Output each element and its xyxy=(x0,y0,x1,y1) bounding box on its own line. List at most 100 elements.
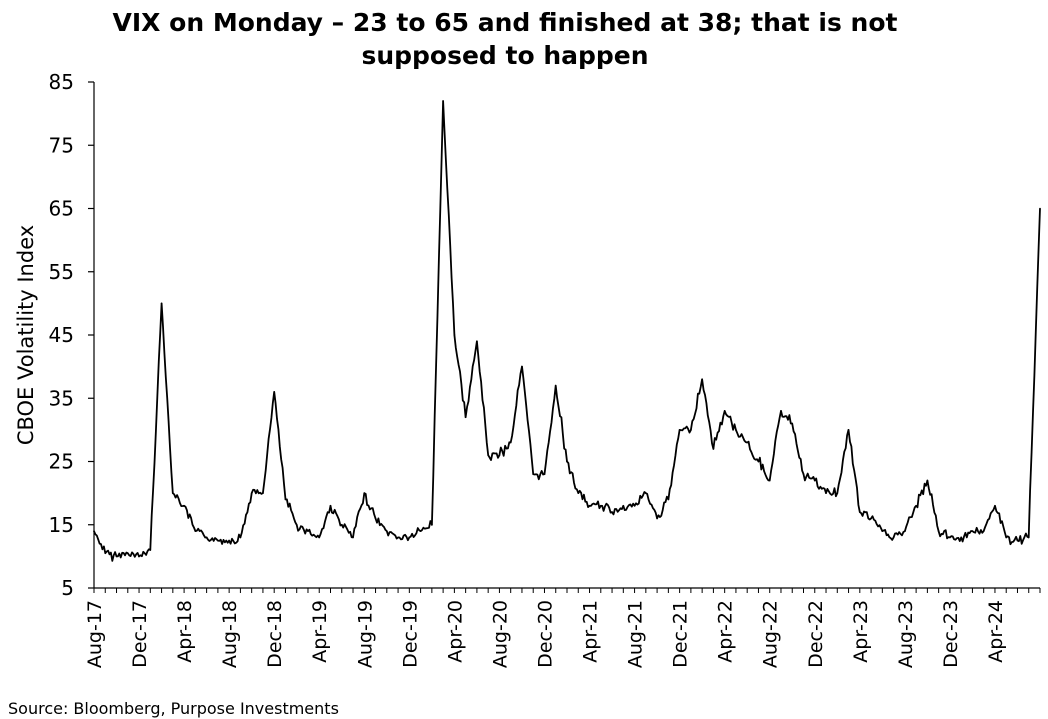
x-tick-label: Dec-23 xyxy=(940,600,962,668)
x-tick-label: Dec-17 xyxy=(129,600,151,668)
data-point xyxy=(284,498,287,501)
data-point xyxy=(667,498,670,501)
y-tick-label: 45 xyxy=(49,323,74,347)
x-tick-label: Aug-18 xyxy=(219,600,241,668)
data-point xyxy=(138,555,140,558)
data-point xyxy=(431,524,433,526)
data-point xyxy=(160,302,163,305)
y-axis-label: CBOE Volatility Index xyxy=(14,225,38,445)
data-point xyxy=(408,536,411,539)
data-point xyxy=(960,536,962,539)
x-tick-label: Dec-22 xyxy=(805,600,827,668)
x-tick-label: Apr-20 xyxy=(444,600,466,663)
source-note: Source: Bloomberg, Purpose Investments xyxy=(8,699,339,718)
data-point xyxy=(217,539,219,542)
x-axis: Aug-17 Dec-17 Apr-18 Aug-18 Dec-18 Apr-19 Aug-… xyxy=(84,587,1041,668)
data-point xyxy=(273,391,276,393)
data-point xyxy=(250,492,253,494)
data-point xyxy=(678,429,681,431)
data-point xyxy=(611,511,613,513)
data-point xyxy=(262,492,264,494)
data-point xyxy=(487,454,490,457)
data-point xyxy=(937,530,940,532)
y-tick-label: 25 xyxy=(49,450,74,474)
data-point xyxy=(386,530,388,532)
data-point xyxy=(712,448,715,450)
x-tick-label: Dec-19 xyxy=(399,600,421,668)
data-point xyxy=(656,517,658,520)
data-point xyxy=(847,429,850,431)
x-tick-label: Apr-19 xyxy=(309,600,331,663)
data-point xyxy=(949,536,951,539)
data-point xyxy=(690,429,692,431)
data-point xyxy=(735,429,737,431)
data-point xyxy=(566,460,568,463)
data-point xyxy=(239,536,242,539)
data-point xyxy=(633,505,636,507)
x-tick-label: Aug-19 xyxy=(354,600,376,668)
y-axis: 5 15 25 35 45 55 65 75 85 xyxy=(49,70,95,600)
data-point xyxy=(814,479,816,482)
data-point xyxy=(757,460,760,463)
x-tick-label: Apr-22 xyxy=(715,600,737,663)
y-tick-label: 15 xyxy=(49,513,74,537)
data-point xyxy=(971,530,974,532)
data-point xyxy=(498,454,501,457)
x-tick-label: Dec-20 xyxy=(534,600,556,668)
data-point xyxy=(172,492,174,494)
data-point xyxy=(892,536,895,539)
data-point xyxy=(577,492,580,494)
data-point xyxy=(791,422,793,425)
data-point xyxy=(645,492,647,494)
data-point xyxy=(1027,536,1030,539)
data-point xyxy=(521,365,523,368)
data-point xyxy=(543,473,546,475)
data-point xyxy=(768,479,771,482)
data-point xyxy=(205,536,208,539)
x-tick-label: Apr-23 xyxy=(850,600,872,663)
data-point xyxy=(149,549,152,551)
y-tick-label: 85 xyxy=(49,70,74,94)
series-area xyxy=(93,100,1041,562)
data-point xyxy=(194,530,197,532)
data-point xyxy=(363,492,366,494)
data-point xyxy=(1039,207,1041,210)
data-point xyxy=(442,100,444,102)
data-point xyxy=(341,524,343,526)
data-point xyxy=(870,517,872,520)
data-point xyxy=(295,524,298,526)
data-point xyxy=(600,505,602,507)
y-tick-label: 75 xyxy=(49,133,74,157)
data-point xyxy=(318,536,321,539)
data-point xyxy=(453,334,456,336)
data-point xyxy=(374,517,377,520)
chart-title: VIX on Monday – 23 to 65 and finished at… xyxy=(112,8,898,70)
data-point xyxy=(904,530,906,532)
data-point xyxy=(93,530,95,532)
data-point xyxy=(464,416,467,419)
data-point xyxy=(994,505,996,507)
y-tick-label: 65 xyxy=(49,197,74,221)
data-point xyxy=(509,441,512,444)
data-point xyxy=(982,530,985,532)
x-tick-label: Aug-21 xyxy=(625,600,647,668)
x-tick-label: Aug-22 xyxy=(760,600,782,668)
x-tick-label: Apr-21 xyxy=(580,600,602,663)
data-point xyxy=(532,473,534,475)
x-tick-label: Aug-23 xyxy=(895,600,917,668)
x-tick-label: Apr-18 xyxy=(174,600,196,663)
data-point xyxy=(723,410,726,412)
data-point xyxy=(802,473,805,475)
data-point xyxy=(104,552,107,554)
series-line xyxy=(93,100,1041,562)
data-point xyxy=(352,536,354,539)
x-tick-label: Aug-20 xyxy=(489,600,511,668)
y-tick-label: 5 xyxy=(61,576,74,600)
x-tick-label: Apr-24 xyxy=(985,600,1007,663)
data-point xyxy=(419,530,422,532)
x-tick-label: Dec-21 xyxy=(670,600,692,668)
data-point xyxy=(926,479,929,482)
data-point xyxy=(859,511,861,513)
